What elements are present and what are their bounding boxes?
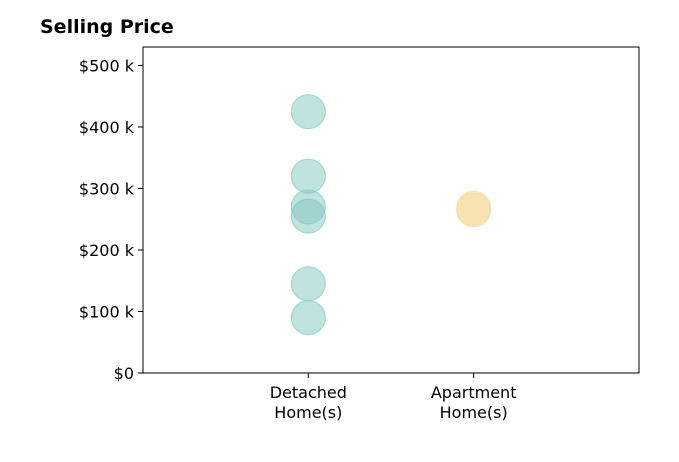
y-axis: $0 $100 k $200 k $300 k $400 k $500 k: [79, 56, 143, 383]
data-point: [290, 94, 326, 130]
x-tick-label: Apartment Home(s): [431, 383, 517, 422]
data-point: [290, 300, 326, 336]
data-points: [290, 94, 492, 336]
y-tick-label: $400 k: [79, 118, 135, 137]
data-point: [456, 192, 492, 228]
plot-frame: [142, 46, 640, 374]
x-tick-label: Detached Home(s): [270, 383, 347, 422]
y-tick-label: $100 k: [79, 302, 135, 321]
y-tick-label: $200 k: [79, 241, 135, 260]
y-tick-label: $300 k: [79, 179, 135, 198]
data-point: [290, 198, 326, 234]
y-tick-label: $500 k: [79, 56, 135, 75]
y-tick-label: $0: [114, 364, 134, 383]
chart-title: Selling Price: [40, 16, 174, 38]
x-axis: Detached Home(s) Apartment Home(s): [270, 373, 517, 422]
data-point: [290, 266, 326, 302]
data-point: [290, 158, 326, 194]
